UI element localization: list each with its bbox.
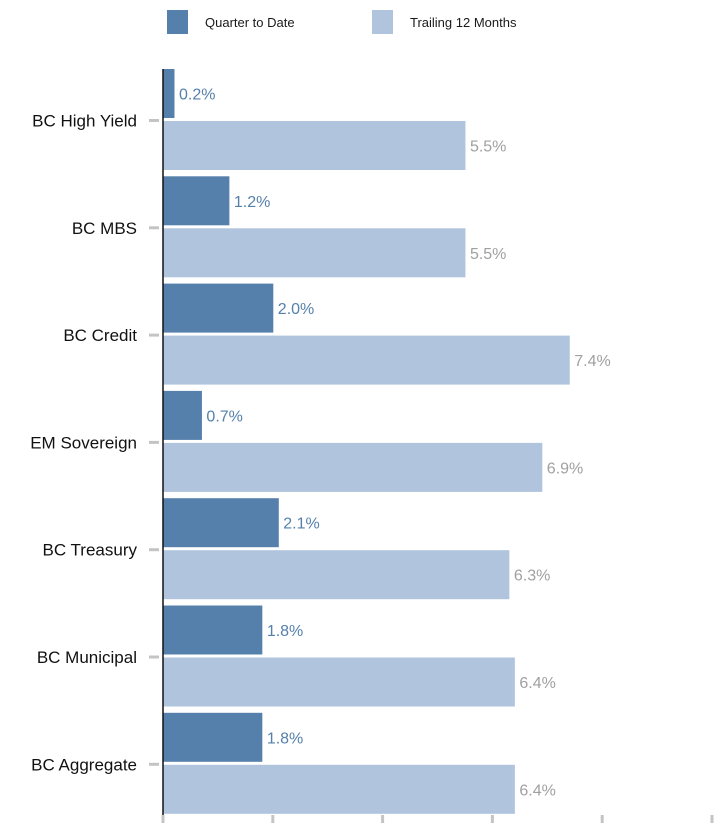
value-label-trailing-12-months-bc-credit: 7.4% <box>574 353 610 370</box>
value-label-trailing-12-months-bc-mbs: 5.5% <box>470 246 506 263</box>
category-label-bc-mbs: BC MBS <box>72 219 137 238</box>
bar-trailing-12-months-bc-treasury <box>163 550 510 600</box>
bar-quarter-to-date-bc-high-yield <box>163 69 175 118</box>
legend-item-trailing-12-months: Trailing 12 Months <box>372 10 516 34</box>
bar-quarter-to-date-bc-aggregate <box>163 712 263 762</box>
legend-item-quarter-to-date: Quarter to Date <box>167 10 295 34</box>
value-label-quarter-to-date-bc-municipal: 1.8% <box>267 623 303 640</box>
value-label-trailing-12-months-bc-aggregate: 6.4% <box>519 782 555 799</box>
value-label-trailing-12-months-bc-municipal: 6.4% <box>519 675 555 692</box>
value-label-quarter-to-date-bc-high-yield: 0.2% <box>179 87 215 104</box>
bar-quarter-to-date-bc-mbs <box>163 176 230 226</box>
value-label-quarter-to-date-bc-aggregate: 1.8% <box>267 730 303 747</box>
bar-trailing-12-months-em-sovereign <box>163 442 543 492</box>
category-label-bc-municipal: BC Municipal <box>37 648 137 667</box>
category-label-bc-aggregate: BC Aggregate <box>31 755 137 774</box>
category-label-bc-high-yield: BC High Yield <box>32 112 137 131</box>
value-label-trailing-12-months-bc-treasury: 6.3% <box>514 568 550 585</box>
legend-label-trailing-12-months: Trailing 12 Months <box>410 14 517 30</box>
value-label-trailing-12-months-bc-high-yield: 5.5% <box>470 139 506 156</box>
legend-swatch-trailing-12-months <box>372 10 393 34</box>
value-label-quarter-to-date-bc-mbs: 1.2% <box>234 194 270 211</box>
category-label-bc-credit: BC Credit <box>63 326 137 345</box>
bar-trailing-12-months-bc-mbs <box>163 228 466 278</box>
bar-trailing-12-months-bc-aggregate <box>163 764 515 814</box>
value-label-quarter-to-date-bc-treasury: 2.1% <box>283 516 319 533</box>
bar-quarter-to-date-bc-credit <box>163 283 274 333</box>
category-label-bc-treasury: BC Treasury <box>43 541 138 560</box>
category-label-em-sovereign: EM Sovereign <box>30 433 137 452</box>
bar-quarter-to-date-em-sovereign <box>163 390 202 440</box>
bar-trailing-12-months-bc-credit <box>163 335 570 385</box>
value-label-trailing-12-months-em-sovereign: 6.9% <box>547 460 583 477</box>
value-label-quarter-to-date-em-sovereign: 0.7% <box>206 408 242 425</box>
bar-quarter-to-date-bc-municipal <box>163 605 263 655</box>
legend-swatch-quarter-to-date <box>167 10 188 34</box>
chart-legend: Quarter to Date Trailing 12 Months <box>0 0 718 40</box>
legend-label-quarter-to-date: Quarter to Date <box>205 14 295 30</box>
bar-trailing-12-months-bc-municipal <box>163 657 515 707</box>
bar-trailing-12-months-bc-high-yield <box>163 121 466 170</box>
value-label-quarter-to-date-bc-credit: 2.0% <box>278 301 314 318</box>
bar-quarter-to-date-bc-treasury <box>163 498 279 548</box>
